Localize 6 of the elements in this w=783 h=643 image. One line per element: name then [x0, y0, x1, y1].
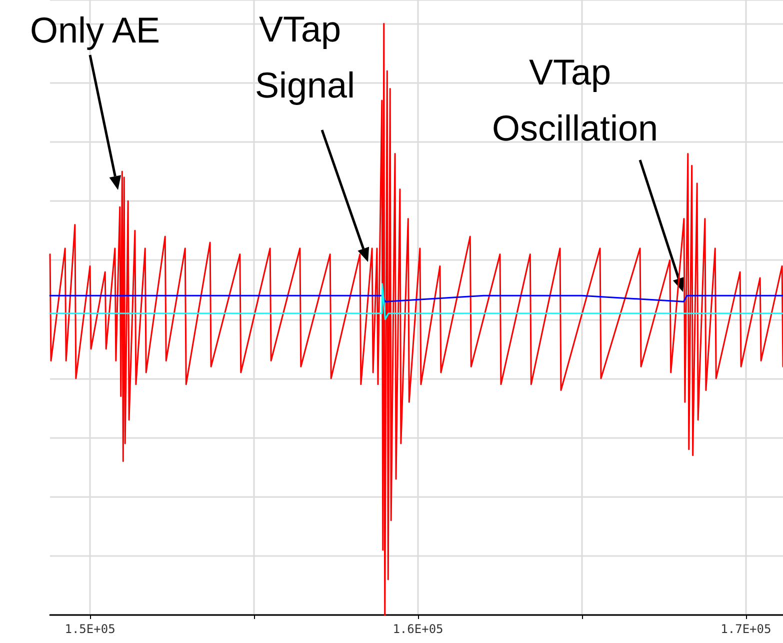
- x-tick-label: 1.5E+05: [64, 622, 116, 636]
- x-tick-label: 1.6E+05: [392, 622, 444, 636]
- annotation: VTap Oscillation: [492, 52, 658, 148]
- annotation: VTap Signal: [254, 8, 356, 106]
- x-tick-label: 1.7E+05: [720, 622, 772, 636]
- annotation: Only AE: [30, 10, 160, 50]
